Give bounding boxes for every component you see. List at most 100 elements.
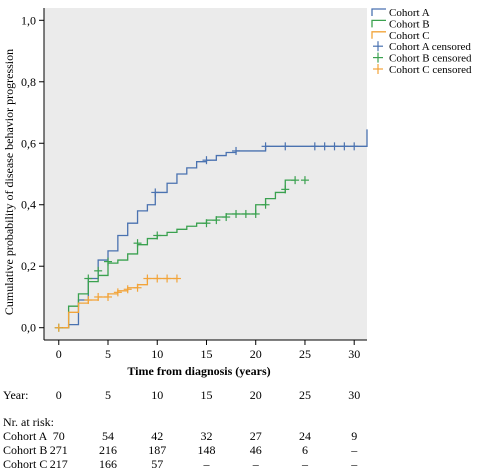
- censor-mark-cohort-b: [202, 219, 211, 228]
- x-axis-label: Time from diagnosis (years): [127, 364, 270, 378]
- censor-mark-cohort-a: [151, 188, 160, 197]
- censor-mark-cohort-c: [123, 285, 132, 294]
- censor-mark-cohort-c: [163, 274, 172, 283]
- risk-value: 187: [148, 443, 167, 457]
- censor-mark-cohort-c: [143, 274, 152, 283]
- risk-table: Year: Nr. at risk: 0 5 10 15 20 25 30 Cohort A 7…: [0, 382, 483, 471]
- legend-item-cohort-a-censored: Cohort A censored: [373, 41, 471, 53]
- risk-row-label: Cohort A: [3, 429, 48, 443]
- risk-value: 42: [151, 429, 164, 443]
- risk-value: 271: [49, 443, 68, 457]
- censor-mark-cohort-a: [350, 142, 359, 151]
- censor-mark-cohort-b: [222, 213, 231, 222]
- censor-mark-cohort-a: [320, 142, 329, 151]
- y-tick-label: 0,8: [21, 75, 36, 89]
- risk-table-title: Nr. at risk:: [3, 415, 54, 429]
- censor-mark-cohort-b: [300, 176, 309, 185]
- risk-value: –: [301, 457, 308, 471]
- legend-label: Cohort A censored: [389, 41, 471, 53]
- x-tick-label: 15: [200, 347, 212, 361]
- y-tick-label: 0,4: [21, 198, 36, 212]
- risk-row-label: Cohort C: [3, 457, 48, 471]
- legend-label: Cohort C censored: [389, 64, 472, 76]
- censor-mark-cohort-a: [340, 142, 349, 151]
- censor-mark-cohort-b: [281, 185, 290, 194]
- risk-row-label: Cohort B: [3, 443, 48, 457]
- x-tick-label: 0: [56, 347, 62, 361]
- risk-value: 54: [102, 429, 114, 443]
- y-tick-label: 0,6: [21, 136, 36, 150]
- censor-mark-cohort-b: [133, 239, 142, 248]
- year-row-label: Year:: [3, 388, 29, 402]
- x-tick-label: 5: [105, 347, 111, 361]
- risk-value: 24: [298, 429, 311, 443]
- risk-value: –: [351, 457, 358, 471]
- legend-swatch: [371, 31, 386, 39]
- legend-label: Cohort B: [389, 18, 430, 30]
- censor-mark-cohort-b: [251, 209, 260, 218]
- censor-mark-cohort-a: [281, 142, 290, 151]
- censor-mark-cohort-b: [212, 216, 221, 225]
- censor-mark-cohort-c: [113, 288, 122, 297]
- risk-value: 166: [99, 457, 117, 471]
- censor-mark-cohort-a: [310, 142, 319, 151]
- year-value: 10: [151, 388, 164, 402]
- x-tick-label: 10: [151, 347, 163, 361]
- censor-mark-cohort-c: [153, 274, 162, 283]
- series-line-cohort-b: [58, 179, 296, 329]
- year-value: 30: [348, 388, 361, 402]
- risk-value: 70: [52, 429, 65, 443]
- x-tick-label: 25: [299, 347, 311, 361]
- legend-swatch: [371, 8, 386, 16]
- risk-value: 6: [301, 443, 308, 457]
- legend-item-cohort-c: Cohort C: [371, 30, 430, 42]
- plot-background: [44, 8, 367, 340]
- censor-mark-cohort-c: [54, 323, 63, 332]
- censor-mark-cohort-a: [232, 146, 241, 155]
- censor-mark-cohort-b: [261, 200, 270, 209]
- risk-value: 148: [197, 443, 216, 457]
- legend-label: Cohort C: [389, 30, 430, 42]
- risk-value: –: [351, 443, 358, 457]
- y-tick-label: 0,2: [21, 259, 36, 273]
- legend-label: Cohort B censored: [389, 53, 472, 65]
- risk-value: 46: [249, 443, 262, 457]
- risk-value: 57: [151, 457, 164, 471]
- censor-mark-cohort-a: [261, 142, 270, 151]
- risk-value: 9: [351, 429, 358, 443]
- year-value: 25: [298, 388, 311, 402]
- censor-mark-cohort-a: [202, 156, 211, 165]
- risk-value: –: [203, 457, 210, 471]
- censor-mark-cohort-b: [84, 274, 93, 283]
- censor-mark-cohort-b: [232, 209, 241, 218]
- legend-item-cohort-b-censored: Cohort B censored: [373, 52, 472, 65]
- censor-mark-cohort-c: [94, 292, 103, 301]
- censor-mark-cohort-c: [172, 274, 181, 283]
- year-value: 0: [55, 388, 62, 402]
- censor-mark-cohort-b: [153, 231, 162, 240]
- censor-mark-cohort-c: [133, 283, 142, 292]
- censor-mark-cohort-c: [104, 292, 113, 301]
- legend-item-cohort-b: Cohort B: [371, 18, 430, 30]
- series-line-cohort-a: [58, 129, 368, 329]
- y-tick-label: 0,0: [21, 321, 36, 335]
- risk-value: 32: [200, 429, 213, 443]
- km-chart: 0,0 0,2 0,4 0,6 0,8 1,0 0 5 10 15 20 25 30 Cumulativ…: [2, 7, 472, 378]
- censor-mark-cohort-b: [241, 209, 250, 218]
- y-axis-label: Cumulative probability of disease behavi…: [2, 49, 16, 315]
- risk-value: –: [252, 457, 259, 471]
- censor-mark-cohort-a: [330, 142, 339, 151]
- year-value: 5: [105, 388, 111, 402]
- censor-mark-cohort-b: [94, 266, 103, 275]
- y-tick-label: 1,0: [21, 13, 36, 27]
- censor-mark-cohort-c: [84, 296, 93, 305]
- censor-marks-layer: [54, 142, 359, 332]
- legend-swatch: [371, 19, 386, 28]
- legend-item-cohort-c-censored: Cohort C censored: [373, 64, 472, 76]
- year-value: 15: [200, 388, 213, 402]
- censor-mark-cohort-b: [291, 176, 300, 185]
- risk-value: 217: [49, 457, 68, 471]
- censor-mark-cohort-b: [104, 257, 113, 266]
- risk-value: 216: [99, 443, 117, 457]
